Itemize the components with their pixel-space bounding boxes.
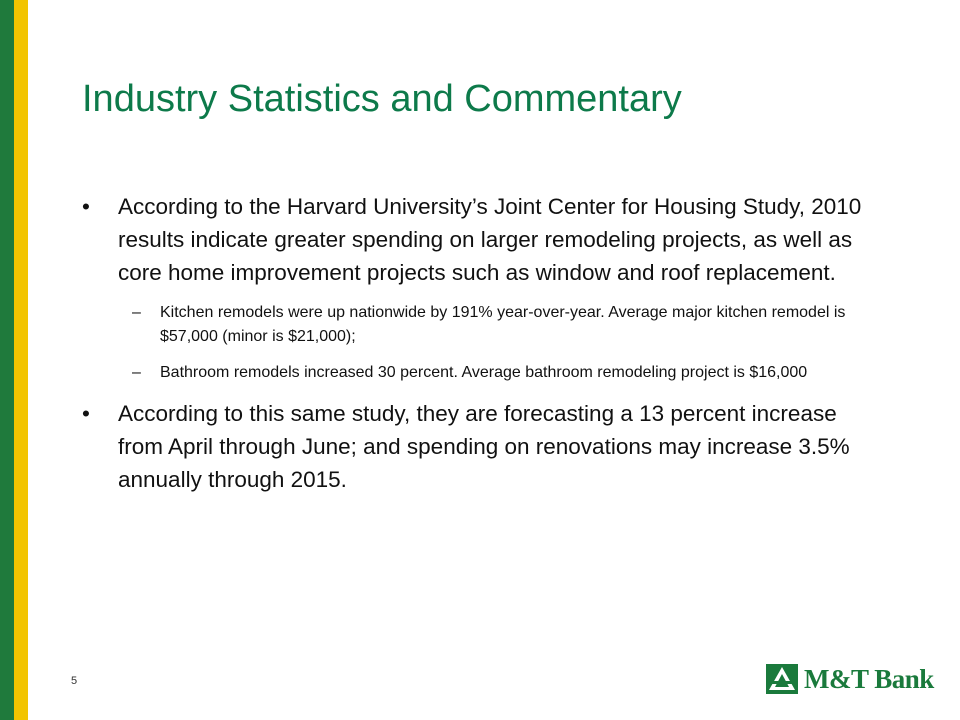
sub-bullet-text: Bathroom remodels increased 30 percent. … [160,364,808,381]
logo-text: M&T Bank [804,663,934,694]
sub-bullet-item: – Kitchen remodels were up nationwide by… [82,301,882,349]
bullet-text: According to this same study, they are f… [118,401,850,492]
slide-title: Industry Statistics and Commentary [82,78,682,120]
left-green-stripe [0,0,14,720]
page-number: 5 [71,675,78,687]
sub-bullet-mark: – [132,364,141,381]
sub-bullet-mark: – [132,304,141,321]
slide-content: • According to the Harvard University’s … [82,190,882,496]
bullet-mark: • [82,401,90,426]
bullet-item: • According to the Harvard University’s … [82,190,882,289]
bullet-item: • According to this same study, they are… [82,397,882,496]
sub-bullet-text: Kitchen remodels were up nationwide by 1… [160,304,846,345]
mt-bank-logo: M&T Bank [766,664,934,694]
bullet-text: According to the Harvard University’s Jo… [118,194,862,285]
bullet-mark: • [82,194,90,219]
left-yellow-stripe [14,0,28,720]
sub-bullet-item: – Bathroom remodels increased 30 percent… [82,361,882,385]
mt-bank-logo-icon [766,664,798,694]
